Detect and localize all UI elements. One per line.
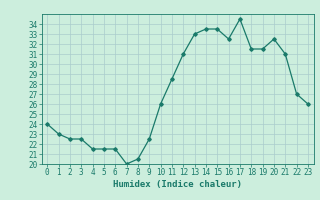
X-axis label: Humidex (Indice chaleur): Humidex (Indice chaleur): [113, 180, 242, 189]
